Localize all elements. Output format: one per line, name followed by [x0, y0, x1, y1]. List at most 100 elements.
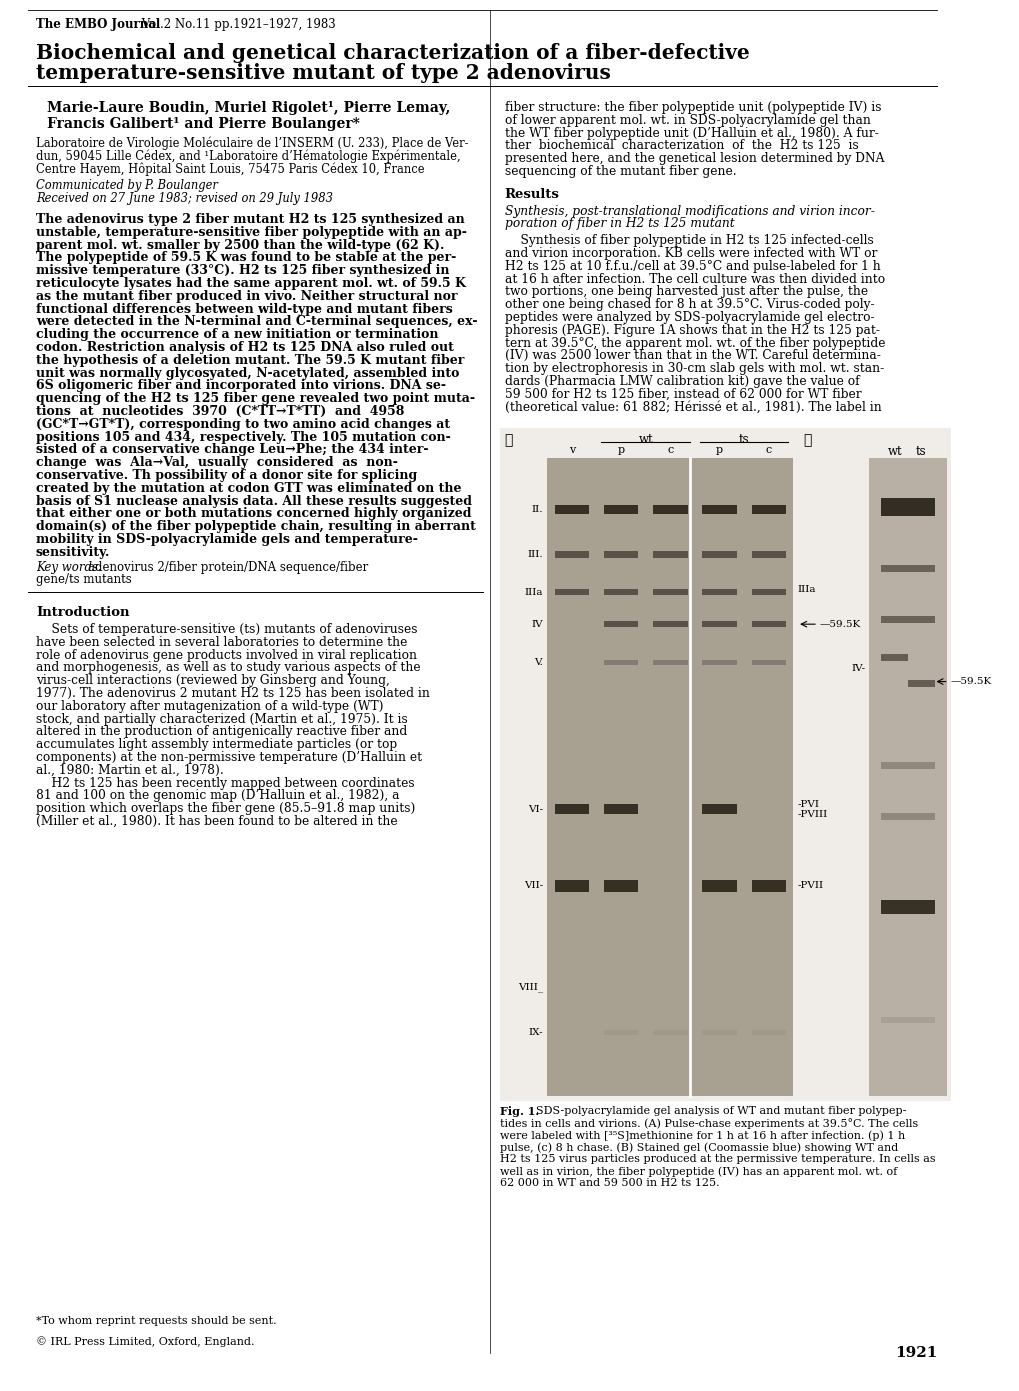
Text: our laboratory after mutagenization of a wild-type (WT): our laboratory after mutagenization of a…: [36, 700, 383, 712]
Bar: [652, 659, 687, 665]
Text: Francis Galibert¹ and Pierre Boulanger*: Francis Galibert¹ and Pierre Boulanger*: [47, 117, 360, 131]
Text: conservative. Th possibility of a donor site for splicing: conservative. Th possibility of a donor …: [36, 469, 417, 483]
Text: Marie-Laure Boudin, Muriel Rigolet¹, Pierre Lemay,: Marie-Laure Boudin, Muriel Rigolet¹, Pie…: [47, 102, 450, 115]
Bar: [702, 590, 736, 595]
Text: c: c: [666, 445, 673, 455]
Bar: [603, 505, 638, 513]
Bar: [603, 590, 638, 595]
Text: VIII_: VIII_: [518, 983, 543, 992]
Text: 81 and 100 on the genomic map (D’Halluin et al., 1982), a: 81 and 100 on the genomic map (D’Halluin…: [36, 790, 399, 803]
Bar: [499, 428, 951, 1102]
Text: IIIa: IIIa: [525, 588, 543, 597]
Text: the WT fiber polypeptide unit (D’Halluin et al., 1980). A fur-: the WT fiber polypeptide unit (D’Halluin…: [504, 127, 877, 139]
Text: sequencing of the mutant fiber gene.: sequencing of the mutant fiber gene.: [504, 166, 736, 178]
Text: components) at the non-permissive temperature (D’Halluin et: components) at the non-permissive temper…: [36, 751, 422, 764]
Text: positions 105 and 434, respectively. The 105 mutation con-: positions 105 and 434, respectively. The…: [36, 431, 450, 444]
Bar: [554, 505, 589, 513]
Text: p: p: [616, 445, 624, 455]
Text: phoresis (PAGE). Figure 1A shows that in the H2 ts 125 pat-: phoresis (PAGE). Figure 1A shows that in…: [504, 324, 878, 337]
Text: functional differences between wild-type and mutant fibers: functional differences between wild-type…: [36, 303, 452, 316]
Text: that either one or both mutations concerned highly organized: that either one or both mutations concer…: [36, 508, 471, 520]
Bar: [702, 622, 736, 627]
Text: v: v: [569, 445, 575, 455]
Text: presented here, and the genetical lesion determined by DNA: presented here, and the genetical lesion…: [504, 152, 883, 166]
Text: ts: ts: [915, 445, 925, 459]
Text: The EMBO Journal: The EMBO Journal: [36, 18, 160, 31]
Bar: [603, 804, 638, 814]
Text: two portions, one being harvested just after the pulse, the: two portions, one being harvested just a…: [504, 285, 867, 299]
Text: unstable, temperature-sensitive fiber polypeptide with an ap-: unstable, temperature-sensitive fiber po…: [36, 225, 467, 239]
Text: and virion incorporation. KB cells were infected with WT or: and virion incorporation. KB cells were …: [504, 248, 876, 260]
Text: gene/ts mutants: gene/ts mutants: [36, 573, 131, 587]
Text: altered in the production of antigenically reactive fiber and: altered in the production of antigenical…: [36, 725, 407, 739]
Text: -PVII: -PVII: [797, 881, 822, 890]
Text: III.: III.: [527, 549, 543, 559]
Text: 62 000 in WT and 59 500 in H2 ts 125.: 62 000 in WT and 59 500 in H2 ts 125.: [499, 1178, 718, 1188]
Text: adenovirus 2/fiber protein/DNA sequence/fiber: adenovirus 2/fiber protein/DNA sequence/…: [88, 561, 368, 573]
Text: 59 500 for H2 ts 125 fiber, instead of 62 000 for WT fiber: 59 500 for H2 ts 125 fiber, instead of 6…: [504, 388, 860, 401]
Text: Sets of temperature-sensitive (ts) mutants of adenoviruses: Sets of temperature-sensitive (ts) mutan…: [36, 623, 417, 636]
Bar: [907, 680, 933, 687]
Bar: [751, 622, 786, 627]
Text: (Miller et al., 1980). It has been found to be altered in the: (Miller et al., 1980). It has been found…: [36, 815, 397, 828]
Text: Received on 27 June 1983; revised on 29 July 1983: Received on 27 June 1983; revised on 29 …: [36, 192, 332, 206]
Bar: [652, 551, 687, 558]
Bar: [603, 659, 638, 665]
Bar: [554, 804, 589, 814]
Text: change  was  Ala→Val,  usually  considered  as  non-: change was Ala→Val, usually considered a…: [36, 456, 397, 469]
Text: (IV) was 2500 lower than that in the WT. Careful determina-: (IV) was 2500 lower than that in the WT.…: [504, 349, 879, 363]
Bar: [751, 659, 786, 665]
Bar: [652, 505, 687, 513]
Bar: [880, 1017, 908, 1024]
Text: sensitivity.: sensitivity.: [36, 545, 110, 559]
Text: -PVIII: -PVIII: [797, 810, 826, 818]
Text: 1977). The adenovirus 2 mutant H2 ts 125 has been isolated in: 1977). The adenovirus 2 mutant H2 ts 125…: [36, 687, 429, 700]
Bar: [880, 616, 908, 623]
Text: H2 ts 125 virus particles produced at the permissive temperature. In cells as: H2 ts 125 virus particles produced at th…: [499, 1155, 934, 1164]
Bar: [652, 1029, 687, 1035]
Text: other one being chased for 8 h at 39.5°C. Virus-coded poly-: other one being chased for 8 h at 39.5°C…: [504, 298, 873, 312]
Text: cluding the occurrence of a new initiation or termination: cluding the occurrence of a new initiati…: [36, 328, 438, 341]
Text: ther  biochemical  characterization  of  the  H2 ts 125  is: ther biochemical characterization of the…: [504, 139, 858, 153]
Text: missive temperature (33°C). H2 ts 125 fiber synthesized in: missive temperature (33°C). H2 ts 125 fi…: [36, 264, 449, 277]
Text: Centre Hayem, Hôpital Saint Louis, 75475 Paris Cédex 10, France: Centre Hayem, Hôpital Saint Louis, 75475…: [36, 163, 424, 177]
Text: domain(s) of the fiber polypeptide chain, resulting in aberrant: domain(s) of the fiber polypeptide chain…: [36, 520, 476, 533]
Text: wt: wt: [887, 445, 901, 459]
Text: Results: Results: [504, 188, 559, 200]
Bar: [554, 551, 589, 558]
Text: VI-: VI-: [528, 804, 543, 814]
Text: Biochemical and genetical characterization of a fiber-defective: Biochemical and genetical characterizati…: [36, 43, 749, 63]
Text: tides in cells and virions. (A) Pulse-chase experiments at 39.5°C. The cells: tides in cells and virions. (A) Pulse-ch…: [499, 1118, 917, 1129]
Bar: [603, 622, 638, 627]
Text: position which overlaps the fiber gene (85.5–91.8 map units): position which overlaps the fiber gene (…: [36, 803, 415, 815]
Bar: [702, 879, 736, 892]
Text: II.: II.: [531, 505, 543, 513]
Bar: [751, 505, 786, 513]
Text: (theoretical value: 61 882; Hérissé et al., 1981). The label in: (theoretical value: 61 882; Hérissé et a…: [504, 401, 880, 413]
Text: parent mol. wt. smaller by 2500 than the wild-type (62 K).: parent mol. wt. smaller by 2500 than the…: [36, 239, 444, 252]
Text: al., 1980: Martin et al., 1978).: al., 1980: Martin et al., 1978).: [36, 764, 223, 776]
Text: —59.5K: —59.5K: [950, 677, 990, 686]
Text: accumulates light assembly intermediate particles (or top: accumulates light assembly intermediate …: [36, 739, 396, 751]
Text: were detected in the N-terminal and C-terminal sequences, ex-: were detected in the N-terminal and C-te…: [36, 316, 477, 328]
Text: Communicated by P. Boulanger: Communicated by P. Boulanger: [36, 179, 218, 192]
Bar: [880, 900, 908, 914]
Text: Key words:: Key words:: [36, 561, 102, 573]
Bar: [751, 1029, 786, 1035]
Text: © IRL Press Limited, Oxford, England.: © IRL Press Limited, Oxford, England.: [36, 1335, 254, 1346]
Text: tion by electrophoresis in 30-cm slab gels with mol. wt. stan-: tion by electrophoresis in 30-cm slab ge…: [504, 362, 883, 376]
Text: as the mutant fiber produced in vivo. Neither structural nor: as the mutant fiber produced in vivo. Ne…: [36, 289, 458, 303]
Text: stock, and partially characterized (Martin et al., 1975). It is: stock, and partially characterized (Mart…: [36, 712, 408, 726]
Text: (GC*T→GT*T), corresponding to two amino acid changes at: (GC*T→GT*T), corresponding to two amino …: [36, 417, 449, 431]
Bar: [907, 616, 933, 623]
Bar: [907, 565, 933, 572]
Bar: [702, 505, 736, 513]
Text: codon. Restriction analysis of H2 ts 125 DNA also ruled out: codon. Restriction analysis of H2 ts 125…: [36, 341, 453, 353]
Bar: [702, 659, 736, 665]
Bar: [751, 879, 786, 892]
Bar: [603, 1029, 638, 1035]
Text: pulse, (c) 8 h chase. (B) Stained gel (Coomassie blue) showing WT and: pulse, (c) 8 h chase. (B) Stained gel (C…: [499, 1142, 898, 1153]
Text: sisted of a conservative change Leu→Phe; the 434 inter-: sisted of a conservative change Leu→Phe;…: [36, 444, 428, 456]
Text: Introduction: Introduction: [36, 606, 129, 619]
Bar: [880, 565, 908, 572]
